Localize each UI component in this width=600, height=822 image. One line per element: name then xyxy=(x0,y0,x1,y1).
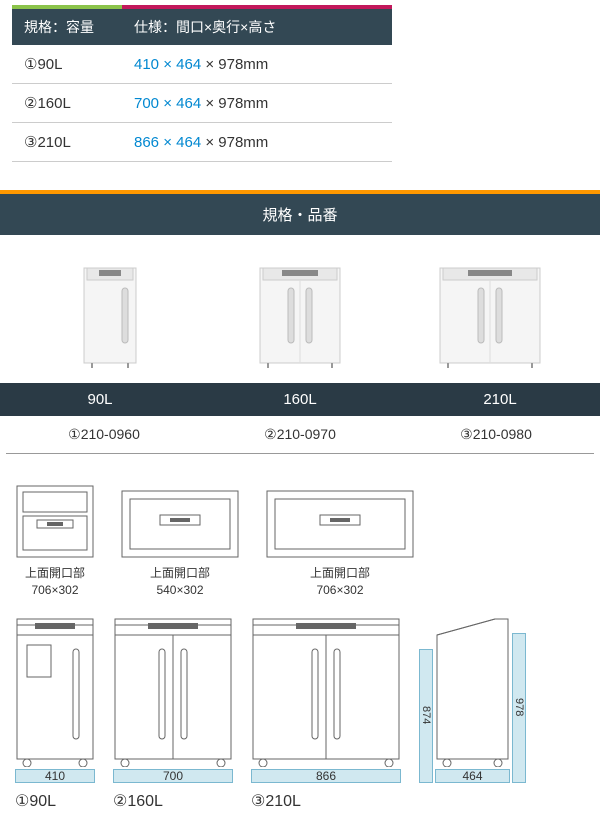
bottom-labels: ①90L ②160L ③210L xyxy=(15,791,585,811)
product-codes: ①210-0960 ②210-0970 ③210-0980 xyxy=(6,416,594,454)
front-diagram-2: 700 xyxy=(113,617,233,783)
cabinet-160 xyxy=(240,253,360,373)
code-160: ②210-0970 xyxy=(202,416,398,453)
top-diagram-3: 上面開口部706×302 xyxy=(265,489,415,599)
bottom-label-2: ②160L xyxy=(113,791,233,811)
product-labels: 90L 160L 210L xyxy=(0,383,600,416)
top-view-row: 上面開口部706×302 上面開口部540×302 上面開口部706×302 xyxy=(15,484,585,599)
front-view-row: 410 700 866 874 464 978 xyxy=(15,617,585,783)
product-images xyxy=(0,235,600,383)
width-label: 866 xyxy=(251,769,401,783)
header-capacity: 規格：容量 xyxy=(12,9,122,45)
width-label: 410 xyxy=(15,769,95,783)
header-dimensions: 仕様：間口×奥行×高さ xyxy=(122,9,392,45)
code-210: ③210-0980 xyxy=(398,416,594,453)
width-label: 700 xyxy=(113,769,233,783)
label-90: 90L xyxy=(0,383,200,416)
label-160: 160L xyxy=(200,383,400,416)
product-header: 規格・品番 xyxy=(0,194,600,235)
depth-label: 464 xyxy=(435,769,510,783)
spec-table: 規格：容量 仕様：間口×奥行×高さ ①90L 410 × 464 × 978mm… xyxy=(12,5,392,162)
diagrams-section: 上面開口部706×302 上面開口部540×302 上面開口部706×302 4… xyxy=(0,484,600,811)
height-outer: 978 xyxy=(512,633,526,783)
product-section: 規格・品番 90L 160L 210L ①210-0960 ②210-0970 … xyxy=(0,190,600,454)
spec-row: ①90L 410 × 464 × 978mm xyxy=(12,45,392,84)
spec-row: ③210L 866 × 464 × 978mm xyxy=(12,123,392,162)
cabinet-90 xyxy=(50,253,170,373)
label-210: 210L xyxy=(400,383,600,416)
height-inner: 874 xyxy=(419,649,433,783)
bottom-label-3: ③210L xyxy=(251,791,401,811)
side-diagram: 874 464 978 xyxy=(419,617,526,783)
bottom-label-1: ①90L xyxy=(15,791,95,811)
cabinet-210 xyxy=(430,253,550,373)
top-diagram-2: 上面開口部540×302 xyxy=(120,489,240,599)
front-diagram-1: 410 xyxy=(15,617,95,783)
front-diagram-3: 866 xyxy=(251,617,401,783)
top-diagram-1: 上面開口部706×302 xyxy=(15,484,95,599)
code-90: ①210-0960 xyxy=(6,416,202,453)
spec-row: ②160L 700 × 464 × 978mm xyxy=(12,84,392,123)
